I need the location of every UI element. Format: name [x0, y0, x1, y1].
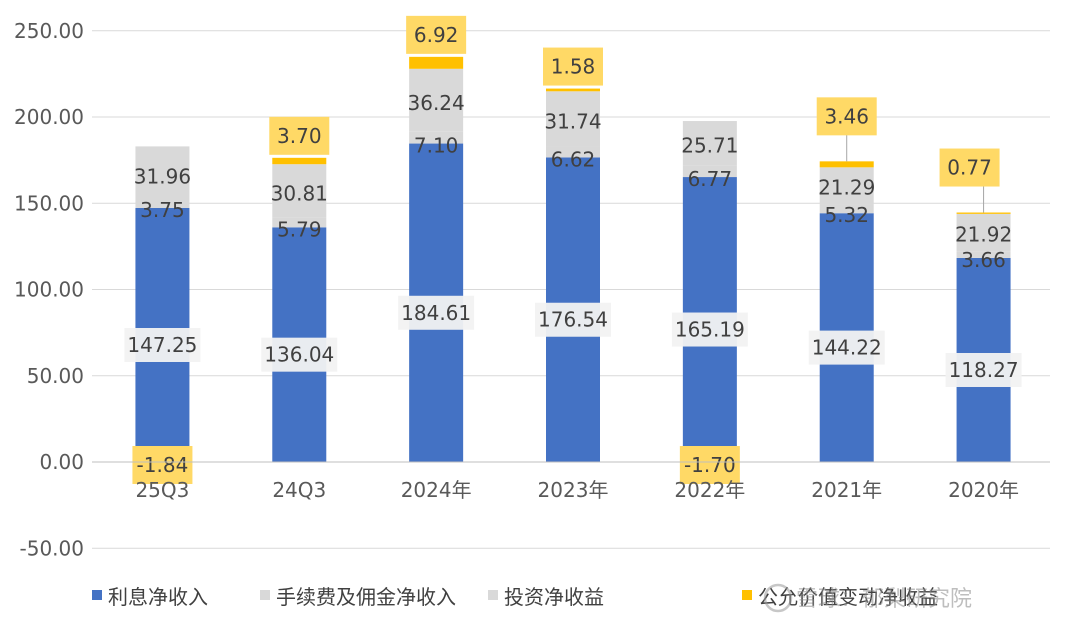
data-label-box — [535, 302, 611, 337]
y-axis: 250.00 200.00 150.00 100.00 50.00 0.00 -50.00 — [14, 19, 84, 561]
data-label: 0.77 — [947, 156, 992, 180]
data-label-box — [671, 312, 748, 347]
bar-investment-net-income — [819, 167, 874, 205]
data-label-box — [945, 352, 1022, 387]
bar-fee-commission-net-income — [956, 251, 1011, 258]
data-label-box — [269, 116, 330, 155]
data-label-box — [816, 97, 877, 136]
legend-swatch — [260, 590, 270, 600]
bar-fee-commission-net-income — [546, 146, 600, 158]
bar-fair-value-change — [272, 157, 327, 165]
data-label: 3.46 — [824, 104, 869, 128]
data-label: 176.54 — [538, 308, 608, 332]
bar-investment-net-income — [682, 121, 737, 166]
data-label-box — [398, 295, 475, 330]
watermark-logo-icon — [763, 583, 793, 613]
data-label: 6.77 — [688, 167, 733, 191]
x-category-label: 25Q3 — [135, 478, 189, 502]
data-label: 3.66 — [961, 248, 1006, 272]
bar-investment-net-income — [272, 164, 327, 218]
data-label: 5.79 — [277, 217, 322, 241]
x-category-label: 2020年 — [948, 478, 1019, 502]
data-label: -1.70 — [684, 453, 736, 477]
y-tick-label: 150.00 — [14, 191, 84, 215]
bar-fair-value-change — [956, 212, 1011, 214]
data-label: 30.81 — [271, 181, 328, 205]
data-label: 136.04 — [264, 343, 334, 367]
data-label-box — [261, 337, 338, 372]
data-label: 144.22 — [812, 336, 882, 360]
y-tick-label: 100.00 — [14, 278, 84, 302]
data-label-box — [543, 47, 603, 86]
data-label-box — [808, 330, 885, 365]
bar-fee-commission-net-income — [409, 131, 464, 144]
bar-fee-commission-net-income — [272, 217, 327, 228]
data-label: 3.70 — [277, 124, 322, 148]
data-label: 6.62 — [551, 147, 596, 171]
data-label: -1.84 — [137, 453, 189, 477]
x-category-label: 2023年 — [538, 478, 609, 502]
watermark: 雪球：郁梨研究院 — [763, 583, 972, 613]
data-label: 21.92 — [955, 223, 1012, 247]
y-tick-label: -50.00 — [20, 536, 84, 560]
data-label: 6.92 — [414, 23, 459, 47]
bar-fair-value-change — [819, 161, 874, 168]
data-label: 147.25 — [127, 333, 197, 357]
y-tick-label: 200.00 — [14, 105, 84, 129]
bar-investment-net-income — [409, 68, 464, 132]
legend-label: 利息净收入 — [108, 585, 208, 609]
data-label: 7.10 — [414, 134, 459, 158]
data-label: 31.74 — [544, 109, 601, 133]
x-category-label: 2021年 — [811, 478, 882, 502]
data-label-box — [132, 446, 193, 484]
bar-fee-commission-net-income — [682, 165, 737, 178]
data-label: 31.96 — [134, 165, 191, 189]
legend-swatch — [488, 590, 498, 600]
bar-fair-value-change — [546, 88, 600, 92]
y-tick-label: 50.00 — [27, 364, 84, 388]
data-labels: 147.25 3.75 31.96 -1.84 136.04 5.79 30.81 3.70 1… — [124, 15, 1022, 484]
data-label: 1.58 — [551, 55, 596, 79]
bar-investment-net-income — [546, 91, 600, 147]
legend-swatch — [92, 590, 102, 600]
watermark-text: 雪球：郁梨研究院 — [796, 587, 972, 612]
legend-swatch — [742, 590, 752, 600]
data-label-box — [939, 148, 1000, 187]
x-axis: 25Q3 24Q3 2024年 2023年 2022年 2021年 2020年 — [92, 461, 1050, 502]
x-category-label: 2024年 — [401, 478, 472, 502]
bar-investment-net-income — [956, 213, 1011, 252]
legend-label: 投资净收益 — [504, 585, 604, 609]
data-label-box — [406, 15, 467, 54]
data-label: 5.32 — [824, 203, 869, 227]
y-tick-label: 250.00 — [14, 19, 84, 43]
data-label: 36.24 — [408, 91, 465, 115]
y-tick-label: 0.00 — [39, 450, 84, 474]
bar-fee-commission-net-income — [135, 201, 190, 208]
data-label-box — [679, 446, 740, 484]
x-category-label: 24Q3 — [272, 478, 326, 502]
data-label: 3.75 — [140, 198, 185, 222]
data-label: 165.19 — [675, 318, 745, 342]
data-label-box — [124, 327, 201, 362]
legend-label: 手续费及佣金净收入 — [276, 585, 456, 609]
data-label: 21.29 — [818, 176, 875, 200]
bar-fee-commission-net-income — [819, 204, 874, 214]
data-label: 25.71 — [681, 133, 738, 157]
bar-investment-net-income — [135, 146, 190, 202]
x-category-label: 2022年 — [674, 478, 745, 502]
data-label: 118.27 — [949, 358, 1019, 382]
bar-fair-value-change — [409, 56, 464, 69]
data-label: 184.61 — [401, 301, 471, 325]
